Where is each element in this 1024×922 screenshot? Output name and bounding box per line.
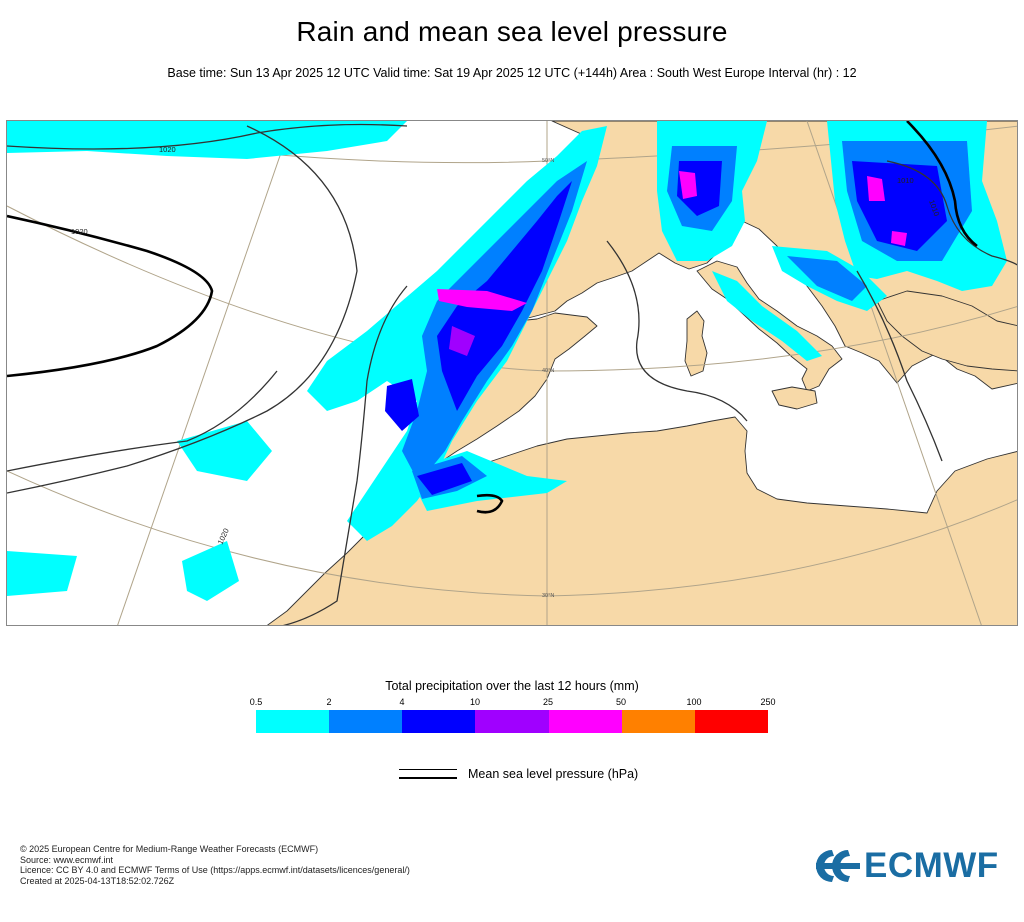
latitude-labels: 30°N 40°N 50°N — [542, 158, 554, 599]
isobars-bold — [7, 121, 978, 514]
legend-swatch — [475, 710, 549, 733]
legend-tick: 4 — [399, 697, 405, 707]
precip-core-magenta — [437, 289, 527, 311]
precip-adriatic-mod — [787, 256, 867, 301]
legend-tick: 100 — [686, 697, 702, 707]
precip-morocco-heavy — [417, 463, 472, 495]
isobar-1020-atlantic — [7, 125, 358, 494]
isobar-1030-high — [7, 214, 214, 378]
isobar-label-2: 1020 — [71, 227, 88, 236]
lat-label-50n: 50°N — [542, 158, 554, 164]
isobar-1010-balkans — [886, 160, 1017, 266]
lat-label-40n: 40°N — [542, 368, 554, 374]
precip-legend-title: Total precipitation over the last 12 hou… — [385, 679, 639, 693]
legend-swatch — [402, 710, 476, 733]
isobar-1020-north — [7, 123, 408, 150]
precip-italy-arc — [712, 271, 822, 361]
legend-swatch — [694, 710, 768, 733]
precip-sw — [7, 551, 77, 596]
precip-madeira — [182, 541, 239, 601]
chart-title: Rain and mean sea level pressure — [296, 16, 728, 47]
map-frame: 1020 1020 1020 1010 1010 30°N 40°N 50°N — [6, 120, 1018, 626]
mslp-line-bold — [399, 777, 457, 779]
mslp-legend: Mean sea level pressure (hPa) — [399, 766, 659, 786]
meridian-1 — [117, 121, 293, 625]
precip-iberia-heavy — [385, 379, 419, 431]
lat-label-30n: 30°N — [542, 593, 554, 599]
legend-swatch — [548, 710, 622, 733]
precip-violet — [449, 326, 475, 356]
isobar-label-4: 1010 — [897, 176, 914, 185]
precip-balkans-magenta-2 — [891, 231, 907, 246]
isobar-east — [856, 270, 943, 462]
precip-canaries — [177, 421, 272, 481]
precip-legend-ticks: 0.5 2 4 10 25 50 100 250 — [0, 697, 1024, 709]
isobar-label-3: 1020 — [216, 527, 231, 546]
credit-created: Created at 2025-04-13T18:52:02.726Z — [20, 875, 175, 886]
precip-core-violet — [449, 326, 475, 356]
legend-tick: 25 — [542, 697, 554, 707]
land-greece — [876, 290, 1017, 372]
land-sardinia — [684, 310, 708, 377]
legend-tick: 10 — [469, 697, 481, 707]
land-sicily — [771, 386, 818, 410]
legend-tick: 0.5 — [249, 697, 263, 707]
credit-licence: Licence: CC BY 4.0 and ECMWF Terms of Us… — [20, 865, 410, 876]
parallel-40n — [7, 205, 1017, 372]
ecmwf-logo-text: ECMWF — [864, 846, 999, 885]
credits: © 2025 European Centre for Medium-Range … — [20, 844, 410, 886]
legend-swatch — [329, 710, 403, 733]
legend-tick: 2 — [326, 697, 332, 707]
isobar-med — [606, 240, 748, 422]
isobar-bold-morocco — [476, 493, 504, 514]
precip-color-bar — [256, 710, 768, 733]
mslp-legend-label: Mean sea level pressure (hPa) — [468, 767, 639, 781]
precip-extreme — [437, 171, 907, 311]
mslp-line-thin — [399, 769, 457, 770]
precip-north-atlantic — [7, 121, 407, 159]
credit-source: Source: www.ecmwf.int — [20, 854, 114, 865]
precip-balkans-magenta — [867, 176, 885, 201]
ecmwf-logo-icon — [816, 850, 860, 882]
isobar-bold-balkans — [906, 121, 978, 248]
ecmwf-logo: ECMWF — [812, 846, 1012, 886]
isobars — [7, 123, 1017, 625]
isobar-1020-west — [7, 370, 278, 472]
parallel-30n — [7, 470, 1017, 597]
precip-core-heavy — [437, 181, 572, 411]
legend-swatch — [621, 710, 695, 733]
isobar-label-1: 1020 — [159, 145, 176, 154]
chart-subtitle: Base time: Sun 13 Apr 2025 12 UTC Valid … — [167, 66, 857, 80]
precip-alps-magenta — [679, 171, 697, 199]
legend-tick: 50 — [615, 697, 627, 707]
credit-copyright: © 2025 European Centre for Medium-Range … — [20, 844, 319, 854]
isobar-iberia — [282, 285, 408, 625]
legend-swatch — [256, 710, 330, 733]
map-svg: 1020 1020 1020 1010 1010 30°N 40°N 50°N — [7, 121, 1017, 625]
legend-tick: 250 — [760, 697, 776, 707]
